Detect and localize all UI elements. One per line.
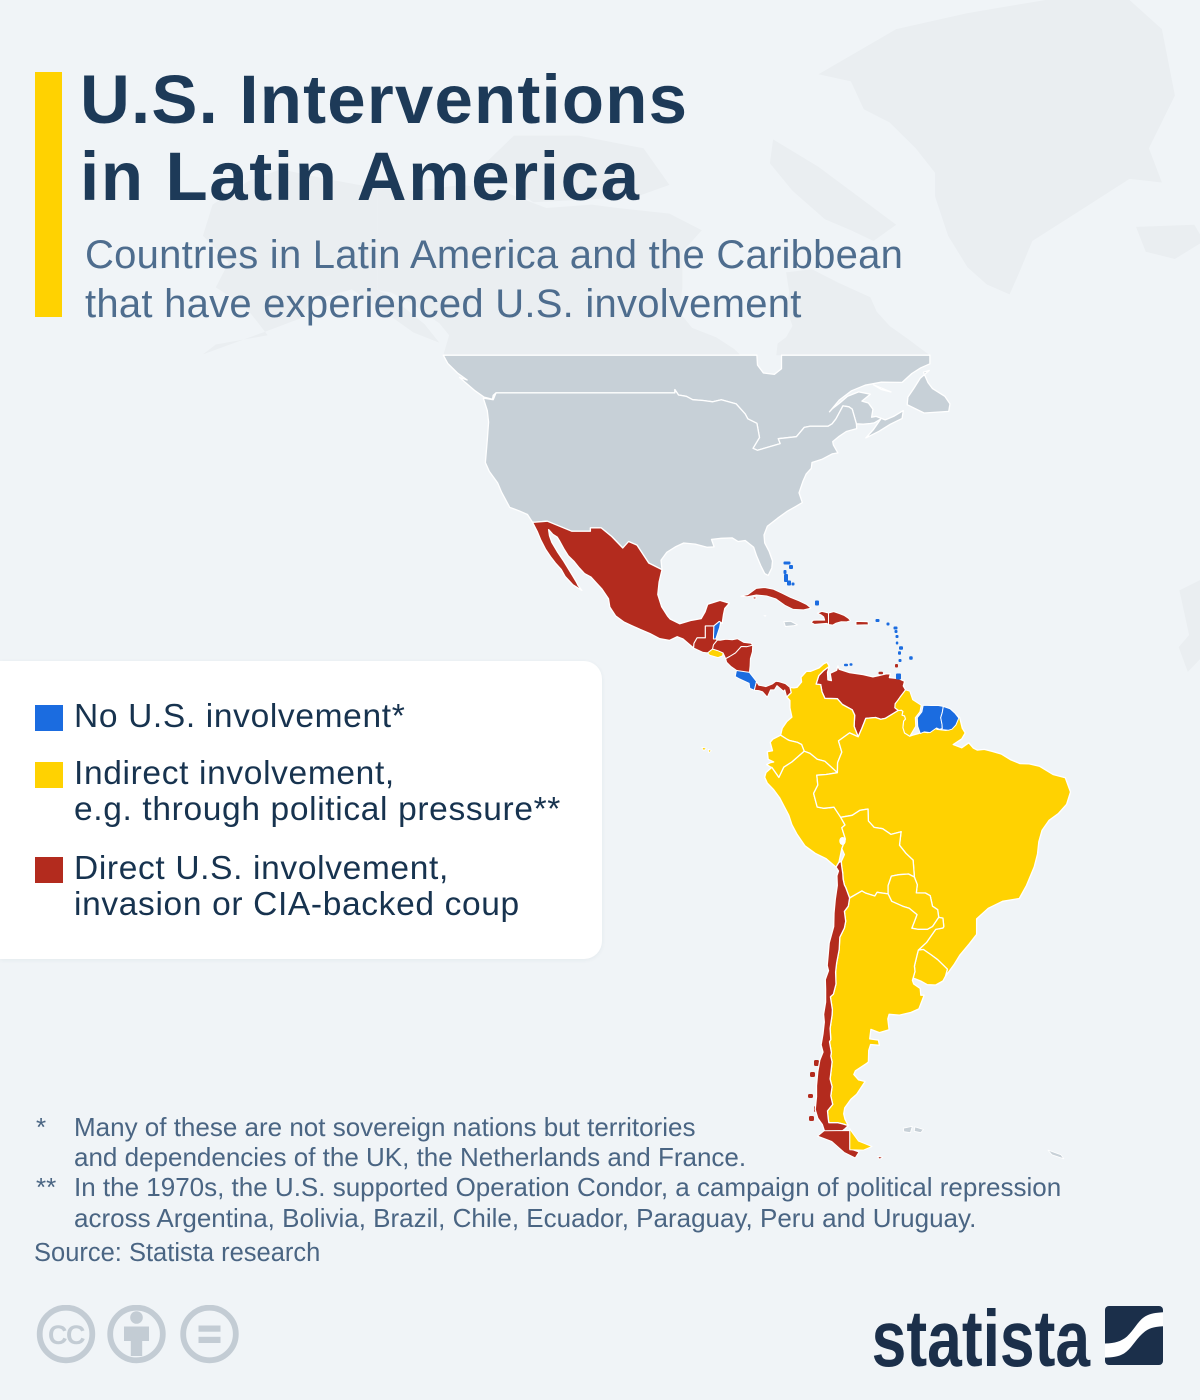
svg-text:CC: CC [48,1320,85,1350]
